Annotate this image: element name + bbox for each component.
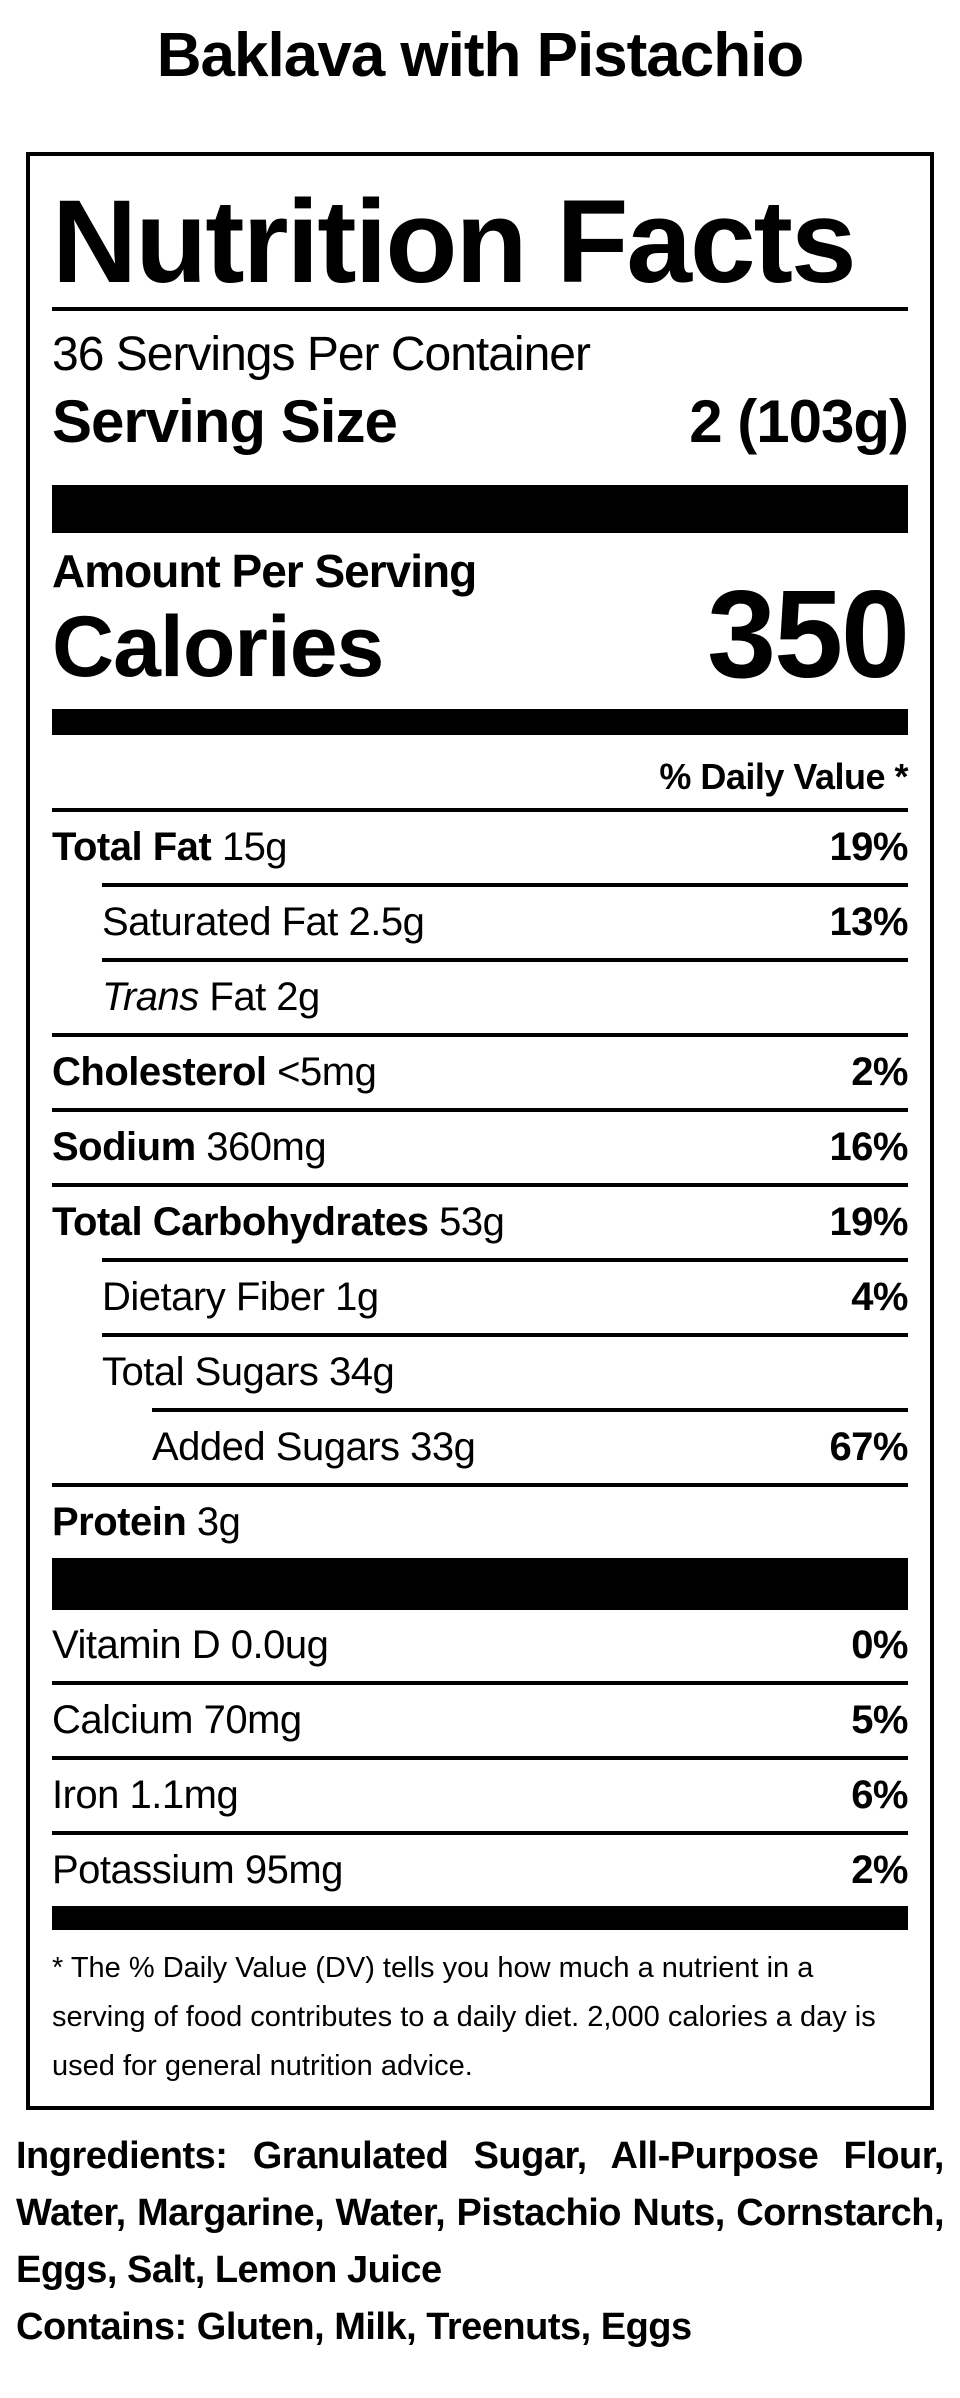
nutrient-row: Total Sugars 34g (102, 1333, 908, 1408)
nutrient-row: Dietary Fiber 1g 4% (102, 1258, 908, 1333)
nutrient-daily-value: 6% (851, 1773, 908, 1818)
contains-label: Contains: (16, 2306, 187, 2349)
serving-size-value: 2 (103g) (689, 388, 909, 456)
section-divider-bar (52, 1558, 908, 1611)
nutrition-facts-heading: Nutrition Facts (52, 156, 908, 311)
calories-section: Amount Per Serving Calories 350 (52, 545, 910, 705)
nutrient-row: Sodium 360mg 16% (52, 1108, 908, 1183)
nutrient-name-amount: Sodium 360mg (52, 1125, 327, 1170)
nutrient-daily-value: 2% (851, 1848, 908, 1893)
contains-line: Contains: Gluten, Milk, Treenuts, Eggs (16, 2299, 944, 2356)
calories-value: 350 (707, 566, 910, 705)
nutrient-daily-value: 19% (829, 1200, 908, 1245)
contains-text: Gluten, Milk, Treenuts, Eggs (196, 2306, 692, 2349)
nutrient-row: Potassium 95mg 2% (52, 1831, 908, 1906)
ingredients-text: Granulated Sugar, All-Purpose Flour, Wat… (16, 2135, 945, 2292)
nutrient-row: Vitamin D 0.0ug 0% (52, 1610, 908, 1681)
ingredients-line: Ingredients: Granulated Sugar, All-Purpo… (16, 2128, 945, 2299)
nutrient-rows: Total Fat 15g 19% Saturated Fat 2.5g 13% Tra… (52, 812, 908, 1558)
amount-per-serving-label: Amount Per Serving (52, 545, 477, 598)
nutrient-row: Trans Fat 2g (102, 958, 908, 1033)
nutrient-daily-value: 2% (851, 1050, 908, 1095)
nutrition-facts-panel: Nutrition Facts 36 Servings Per Containe… (26, 152, 934, 2111)
nutrient-name-amount: Cholesterol <5mg (52, 1050, 377, 1095)
nutrient-daily-value: 19% (829, 825, 908, 870)
nutrient-daily-value: 4% (851, 1275, 908, 1320)
nutrient-name-amount: Iron 1.1mg (52, 1773, 239, 1818)
nutrient-name-amount: Total Sugars 34g (102, 1350, 395, 1395)
section-divider-bar (52, 708, 908, 735)
nutrient-daily-value: 5% (851, 1698, 908, 1743)
nutrient-row: Calcium 70mg 5% (52, 1681, 908, 1756)
daily-value-header: % Daily Value * (52, 756, 909, 813)
nutrient-name-amount: Dietary Fiber 1g (102, 1275, 379, 1320)
nutrient-row: Saturated Fat 2.5g 13% (102, 883, 908, 958)
calories-left-column: Amount Per Serving Calories (52, 545, 477, 696)
nutrient-daily-value: 67% (829, 1425, 908, 1470)
nutrient-name-amount: Trans Fat 2g (102, 975, 320, 1020)
nutrient-row: Iron 1.1mg 6% (52, 1756, 908, 1831)
nutrient-name-amount: Vitamin D 0.0ug (52, 1623, 329, 1668)
nutrient-daily-value: 13% (829, 900, 908, 945)
nutrient-row: Cholesterol <5mg 2% (52, 1033, 908, 1108)
ingredients-section: Ingredients: Granulated Sugar, All-Purpo… (16, 2128, 945, 2356)
section-divider-bar (52, 485, 908, 534)
calories-label: Calories (52, 599, 384, 696)
servings-per-container: 36 Servings Per Container (52, 327, 591, 381)
daily-value-footnote: * The % Daily Value (DV) tells you how m… (52, 1952, 876, 2082)
nutrient-name-amount: Protein 3g (52, 1500, 241, 1545)
nutrient-row: Added Sugars 33g 67% (152, 1408, 908, 1483)
nutrient-name-amount: Added Sugars 33g (152, 1425, 476, 1470)
nutrient-name-amount: Calcium 70mg (52, 1698, 302, 1743)
nutrient-daily-value: 0% (851, 1623, 908, 1668)
nutrient-row: Total Carbohydrates 53g 19% (52, 1183, 908, 1258)
nutrient-name-amount: Total Carbohydrates 53g (52, 1200, 505, 1245)
nutrient-name-amount: Total Fat 15g (52, 825, 288, 870)
serving-size-label: Serving Size (52, 388, 398, 456)
section-divider-bar (52, 1906, 908, 1931)
product-title: Baklava with Pistachio (156, 21, 804, 90)
nutrient-name-amount: Saturated Fat 2.5g (102, 900, 425, 945)
ingredients-label: Ingredients: (16, 2135, 228, 2178)
nutrient-name-amount: Potassium 95mg (52, 1848, 343, 1893)
serving-size-row: Serving Size 2 (103g) (52, 388, 909, 456)
nutrient-row: Protein 3g (52, 1483, 908, 1558)
nutrient-row: Total Fat 15g 19% (52, 812, 908, 883)
nutrient-daily-value: 16% (829, 1125, 908, 1170)
vitamin-rows: Vitamin D 0.0ug 0% Calcium 70mg 5% Iron 1.1m… (52, 1610, 908, 1906)
